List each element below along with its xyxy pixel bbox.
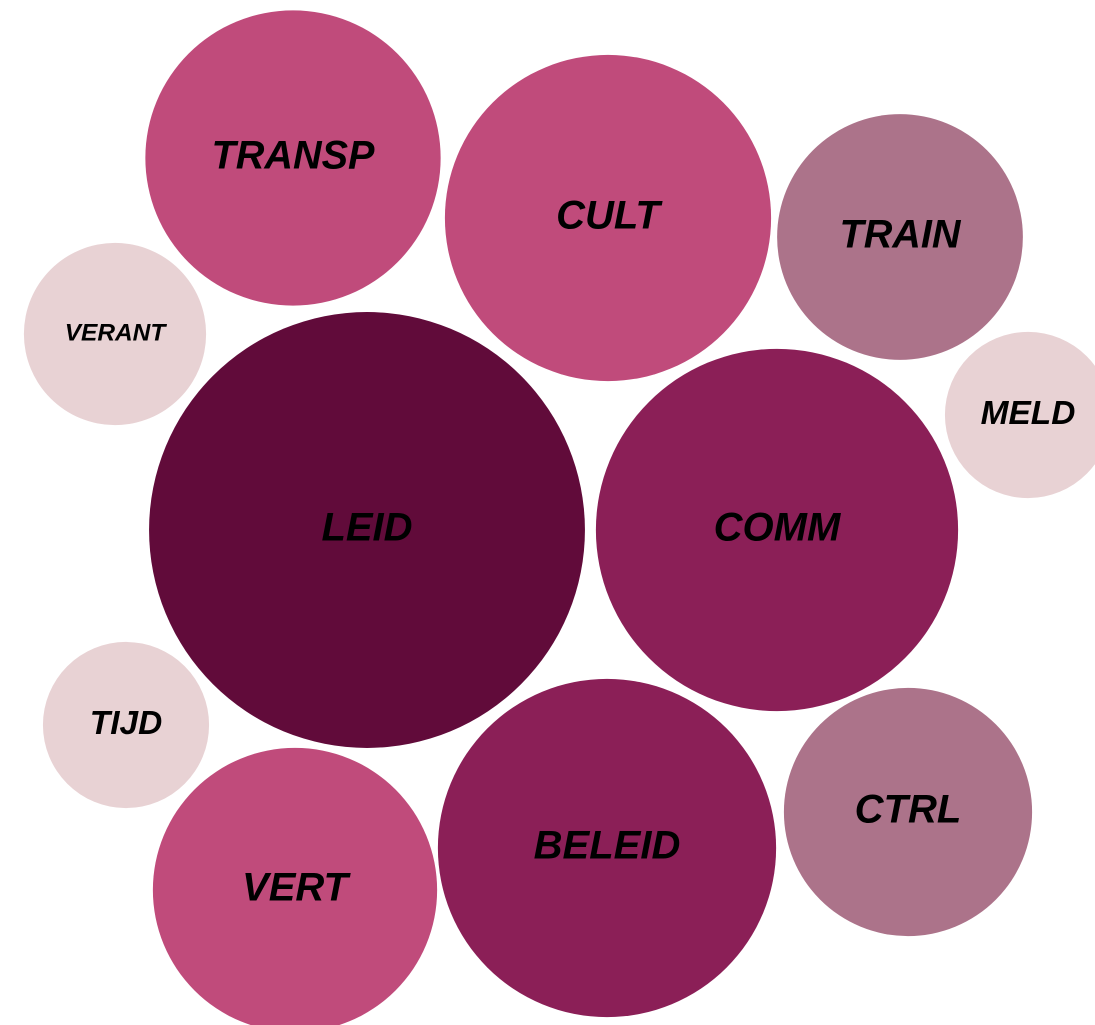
bubble-label: LEID (321, 506, 412, 550)
bubble-label: VERT (242, 866, 352, 910)
bubble-label: TRAIN (840, 212, 962, 256)
bubble (23, 242, 207, 426)
bubble (145, 10, 441, 306)
bubble (777, 114, 1023, 360)
bubble-label: MELD (981, 395, 1076, 432)
bubble-label: TRANSP (212, 133, 375, 177)
bubble (783, 687, 1033, 937)
bubble (149, 312, 585, 748)
bubble-label: BELEID (534, 824, 681, 868)
bubble (437, 678, 777, 1018)
bubble-label: TIJD (90, 705, 162, 742)
bubble-label: CULT (556, 194, 663, 238)
bubble (152, 747, 438, 1025)
bubble-label: COMM (714, 506, 842, 550)
bubble (944, 331, 1095, 499)
bubble (444, 54, 772, 382)
bubble (42, 641, 210, 809)
bubble-label: CTRL (855, 788, 962, 832)
bubble-label: VERANT (65, 319, 168, 346)
bubble (595, 348, 959, 712)
